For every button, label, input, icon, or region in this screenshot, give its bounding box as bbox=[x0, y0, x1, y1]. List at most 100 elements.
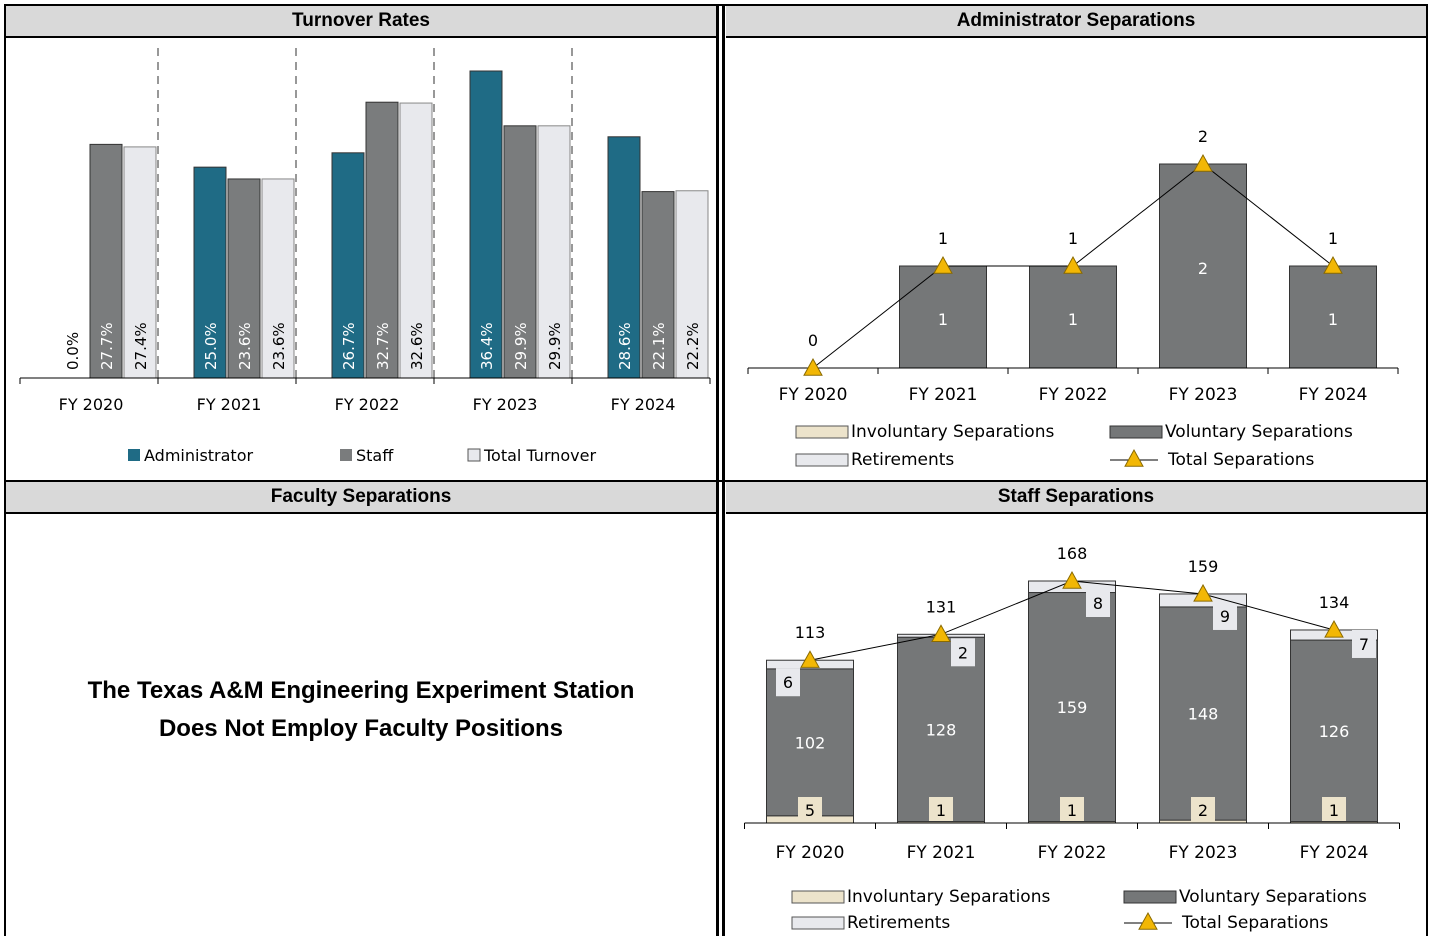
involuntary-label-box bbox=[1191, 797, 1215, 821]
bar-administrator bbox=[469, 70, 503, 379]
involuntary-value-label: 5 bbox=[805, 801, 815, 820]
involuntary-value-label: 1 bbox=[1067, 801, 1077, 820]
voluntary-value-label: 126 bbox=[1319, 722, 1350, 741]
bar-total-turnover bbox=[537, 125, 571, 379]
total-separations-marker bbox=[1324, 619, 1344, 638]
bar-total-turnover bbox=[399, 102, 433, 379]
x-tick-label: FY 2020 bbox=[59, 395, 124, 414]
faculty-note-line1: The Texas A&M Engineering Experiment Sta… bbox=[87, 677, 635, 704]
data-label: 28.6% bbox=[616, 322, 634, 370]
legend-label: Retirements bbox=[847, 913, 950, 933]
frame-divider-v2 bbox=[722, 4, 725, 936]
legend-label: Voluntary Separations bbox=[1165, 422, 1353, 442]
total-separations-marker bbox=[1063, 255, 1083, 274]
turnover-chart: 0.0% 27.7% 27.4% FY 2020 25.0% 23.6% 23.6% FY 2… bbox=[19, 48, 711, 465]
legend-label: Administrator bbox=[144, 446, 253, 465]
voluntary-value-label: 1 bbox=[1068, 310, 1078, 329]
legend-swatch-involuntary bbox=[795, 425, 849, 439]
data-label: 36.4% bbox=[478, 322, 496, 370]
bar-voluntary bbox=[1159, 163, 1247, 369]
turnover-panel: Turnover Rates 0.0% 27.7% 27.4% FY 2020 25.0… bbox=[6, 6, 716, 472]
x-tick-label: FY 2022 bbox=[1038, 843, 1107, 863]
legend-swatch-involuntary bbox=[791, 890, 845, 904]
data-label: 25.0% bbox=[202, 322, 220, 370]
retirements-value-label: 9 bbox=[1220, 607, 1230, 626]
bar-staff bbox=[227, 178, 261, 379]
staff-panel: Staff Separations 102 5 6 113 FY 2020 128 1 2 13… bbox=[726, 482, 1426, 936]
voluntary-value-label: 102 bbox=[795, 733, 826, 752]
x-tick-label: FY 2024 bbox=[1300, 843, 1369, 863]
x-tick-label: FY 2022 bbox=[1039, 385, 1108, 405]
legend-marker-total bbox=[1138, 911, 1158, 930]
x-tick-label: FY 2021 bbox=[909, 385, 978, 405]
admin-title: Administrator Separations bbox=[726, 6, 1426, 38]
voluntary-value-label: 128 bbox=[926, 720, 957, 739]
legend-label: Total Separations bbox=[1167, 450, 1315, 470]
x-tick-label: FY 2023 bbox=[1169, 385, 1238, 405]
legend-swatch bbox=[467, 448, 481, 462]
data-label: 27.4% bbox=[132, 322, 150, 370]
legend-swatch-voluntary bbox=[1123, 890, 1177, 904]
bar-administrator bbox=[193, 166, 227, 379]
x-tick-label: FY 2024 bbox=[1299, 385, 1368, 405]
data-label: 32.7% bbox=[374, 322, 392, 370]
involuntary-label-box bbox=[929, 797, 953, 821]
frame-right bbox=[1426, 4, 1428, 936]
involuntary-label-box bbox=[1322, 797, 1346, 821]
voluntary-value-label: 1 bbox=[1328, 310, 1338, 329]
legend-swatch-voluntary bbox=[1109, 425, 1163, 439]
involuntary-value-label: 1 bbox=[1329, 801, 1339, 820]
frame-left bbox=[4, 4, 6, 936]
data-label: 29.9% bbox=[512, 322, 530, 370]
legend-swatch-retirements bbox=[795, 453, 849, 467]
total-value-label: 159 bbox=[1188, 557, 1219, 576]
voluntary-value-label: 159 bbox=[1057, 698, 1088, 717]
frame-divider-h bbox=[4, 480, 1428, 482]
bar-staff bbox=[503, 125, 537, 379]
total-separations-marker bbox=[803, 357, 823, 376]
total-value-label: 2 bbox=[1198, 127, 1208, 146]
total-separations-marker bbox=[800, 650, 820, 668]
data-label: 23.6% bbox=[236, 322, 254, 370]
bar-voluntary bbox=[1029, 265, 1117, 369]
legend-label: Staff bbox=[356, 446, 394, 465]
total-value-label: 134 bbox=[1319, 593, 1350, 612]
x-tick-label: FY 2023 bbox=[1169, 843, 1238, 863]
faculty-note-line2: Does Not Employ Faculty Positions bbox=[158, 715, 564, 742]
admin-chart: 0 FY 2020 1 1 FY 2021 1 1 FY 2022 2 2 FY 2023 1 1 FY … bbox=[747, 127, 1399, 470]
staff-title: Staff Separations bbox=[726, 482, 1426, 514]
involuntary-value-label: 2 bbox=[1198, 801, 1208, 820]
bar-total-turnover bbox=[675, 190, 709, 379]
legend-label: Total Turnover bbox=[483, 446, 596, 465]
retirements-value-label: 2 bbox=[958, 643, 968, 662]
total-separations-marker bbox=[1193, 153, 1213, 172]
bar-staff bbox=[641, 191, 675, 379]
turnover-title: Turnover Rates bbox=[6, 6, 716, 38]
voluntary-value-label: 2 bbox=[1198, 259, 1208, 278]
bar-voluntary bbox=[897, 636, 985, 823]
legend-swatch-retirements bbox=[791, 916, 845, 930]
data-label: 27.7% bbox=[98, 322, 116, 370]
total-value-label: 1 bbox=[938, 229, 948, 248]
legend-label: Retirements bbox=[851, 450, 954, 470]
data-label: 22.1% bbox=[650, 322, 668, 370]
voluntary-value-label: 148 bbox=[1188, 705, 1219, 724]
bar-voluntary bbox=[1028, 592, 1116, 823]
bar-staff bbox=[89, 143, 123, 379]
retirements-value-label: 7 bbox=[1359, 635, 1369, 654]
total-separations-marker bbox=[931, 624, 951, 642]
bar-administrator bbox=[607, 136, 641, 379]
retirements-value-label: 8 bbox=[1093, 594, 1103, 613]
legend-label: Involuntary Separations bbox=[851, 422, 1054, 442]
data-label: 32.6% bbox=[408, 322, 426, 370]
x-tick-label: FY 2024 bbox=[611, 395, 676, 414]
x-tick-label: FY 2023 bbox=[473, 395, 538, 414]
legend-label: Total Separations bbox=[1181, 913, 1329, 933]
data-label: 29.9% bbox=[546, 322, 564, 370]
total-value-label: 168 bbox=[1057, 544, 1088, 563]
data-label: 0.0% bbox=[64, 332, 82, 370]
data-label: 23.6% bbox=[270, 322, 288, 370]
legend-marker-total bbox=[1124, 448, 1144, 467]
x-tick-label: FY 2022 bbox=[335, 395, 400, 414]
